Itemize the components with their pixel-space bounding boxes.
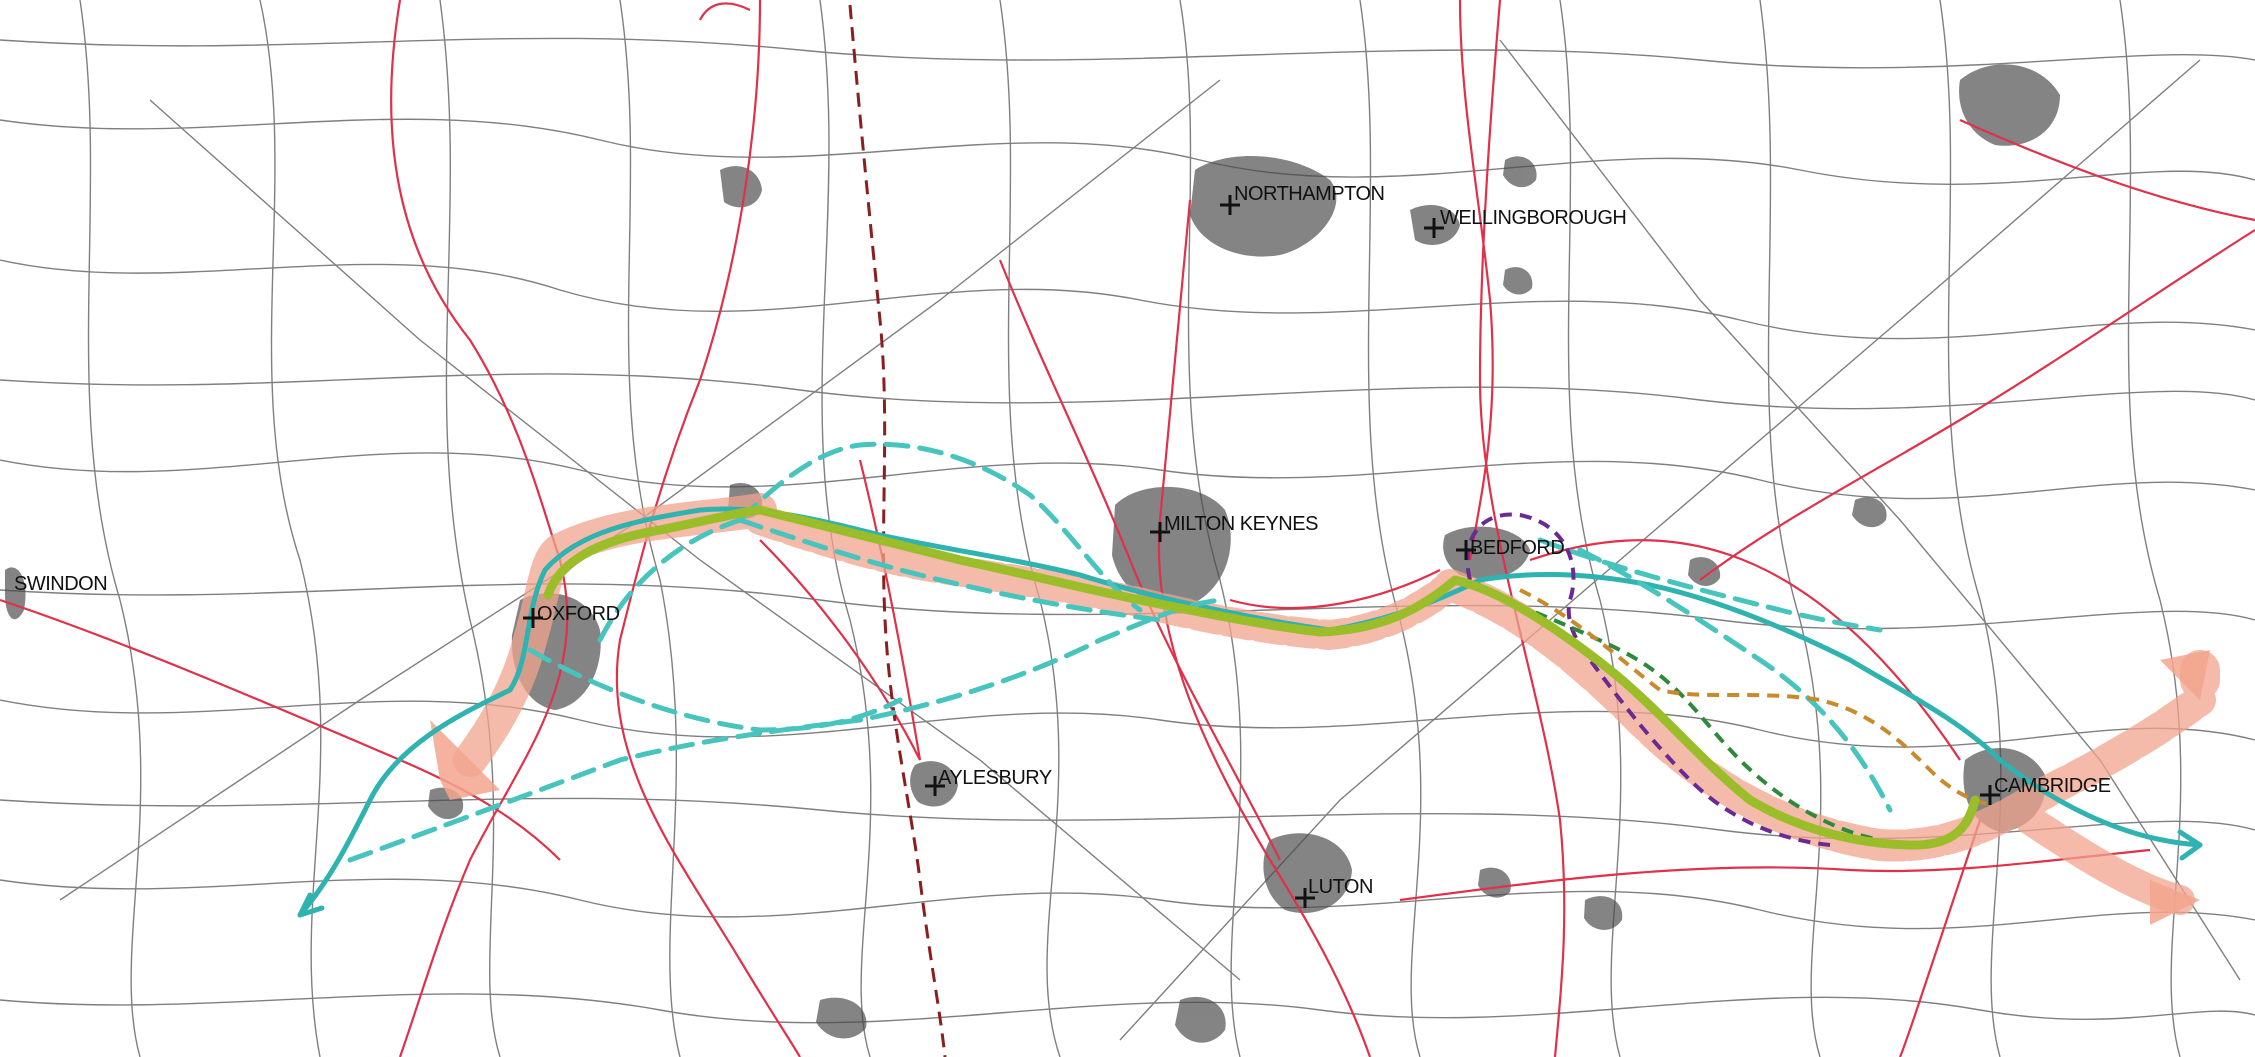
road-north-loop [699,2,751,21]
route-maroon-dashed [848,4,947,1057]
town-label-oxford: OXFORD [537,603,620,625]
road-a413 [858,459,922,761]
route-orange-dashed [1519,588,1991,807]
town-label-bedford: BEDFORD [1470,537,1564,559]
urban-milton-keynes [1112,486,1231,607]
road-a421 [1229,569,1441,610]
town-markers: SWINDON OXFORD NORTHAMPTON WELLINGBOROUG… [14,183,2111,908]
arrow-southwest [430,720,500,800]
town-wellingborough: WELLINGBOROUGH [1424,207,1627,238]
town-cross-oxford [523,608,543,628]
road-a418 [759,539,921,761]
town-cambridge: CAMBRIDGE [1980,775,2111,805]
urban-bedford [1443,526,1530,579]
road-m1 [1157,199,1372,1057]
town-cross-milton-keynes [1150,522,1170,542]
town-label-wellingborough: WELLINGBOROUGH [1440,207,1626,229]
town-label-luton: LUTON [1308,876,1373,898]
town-northampton: NORTHAMPTON [1220,183,1385,215]
town-bedford: BEDFORD [1456,537,1565,560]
town-label-milton-keynes: MILTON KEYNES [1164,513,1318,535]
town-label-aylesbury: AYLESBURY [938,767,1052,789]
road-west [0,598,561,861]
road-a6 [1458,0,1494,561]
town-swindon: SWINDON [14,573,108,595]
town-cross-northampton [1220,195,1240,215]
town-milton-keynes: MILTON KEYNES [1150,513,1319,542]
road-a14 [1699,229,2255,581]
urban-hitchin [1478,867,1511,898]
road-m40 [615,0,801,1057]
town-cross-wellingborough [1424,218,1444,238]
route-teal [297,506,2203,918]
town-label-swindon: SWINDON [14,573,107,595]
corridor-arrowheads [430,650,2210,925]
urban-banbury [720,166,762,208]
urban-huntingdon [1852,497,1887,528]
town-cross-luton [1295,888,1315,908]
town-cross-aylesbury [925,776,945,796]
town-label-northampton: NORTHAMPTON [1234,183,1384,205]
arrow-east [2160,650,2210,700]
route-darkgreen-dashed [1479,588,1881,842]
road-south-arc [1399,848,2151,902]
road-a428 [1529,539,1961,761]
route-green [543,505,1980,850]
route-teal-dashed [347,441,1893,863]
urban-hemel [1175,996,1226,1043]
route-purple-dashed [1465,512,1831,847]
town-oxford: OXFORD [523,603,620,628]
route-teal-arrow-west [297,892,325,918]
road-northeast [1959,118,2255,222]
urban-northampton [1190,156,1337,257]
town-cross-cambridge [1980,785,2000,805]
arrow-southeast [2150,880,2200,925]
town-luton: LUTON [1295,876,1373,908]
town-cross-bedford [1456,540,1476,560]
route-teal-arrow-east [2177,829,2203,861]
town-aylesbury: AYLESBURY [925,767,1052,796]
urban-luton [1263,833,1352,914]
urban-high-wycombe [816,997,867,1039]
urban-peterborough [1959,64,2060,146]
urban-kettering [1503,156,1537,188]
town-label-cambridge: CAMBRIDGE [1994,775,2111,797]
road-a5 [998,259,1281,861]
urban-stevenage [1584,896,1623,930]
urban-st-neots [1688,557,1721,586]
road-a1 [1478,0,1566,1057]
road-m11 [1898,819,1982,1057]
urban-rushden [1503,267,1533,295]
